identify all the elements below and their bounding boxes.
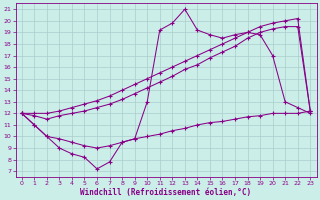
X-axis label: Windchill (Refroidissement éolien,°C): Windchill (Refroidissement éolien,°C) [80, 188, 252, 197]
